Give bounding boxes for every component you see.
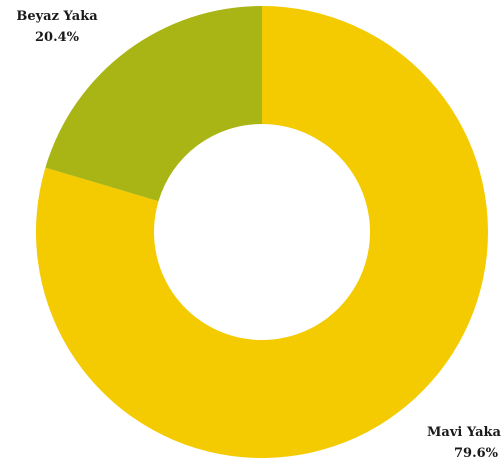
slice-label-mavi-yaka-name: Mavi Yaka xyxy=(427,425,502,440)
donut-slices xyxy=(36,5,489,459)
slice-label-mavi-yaka-value: 79.6% xyxy=(454,446,499,461)
slice-beyaz-yaka xyxy=(45,5,262,202)
slice-label-beyaz-yaka-value: 20.4% xyxy=(35,30,80,45)
slice-labels: Beyaz Yaka 20.4% Mavi Yaka 79.6% xyxy=(16,9,501,461)
slice-mavi-yaka xyxy=(36,6,489,459)
slice-label-beyaz-yaka-name: Beyaz Yaka xyxy=(16,9,98,24)
